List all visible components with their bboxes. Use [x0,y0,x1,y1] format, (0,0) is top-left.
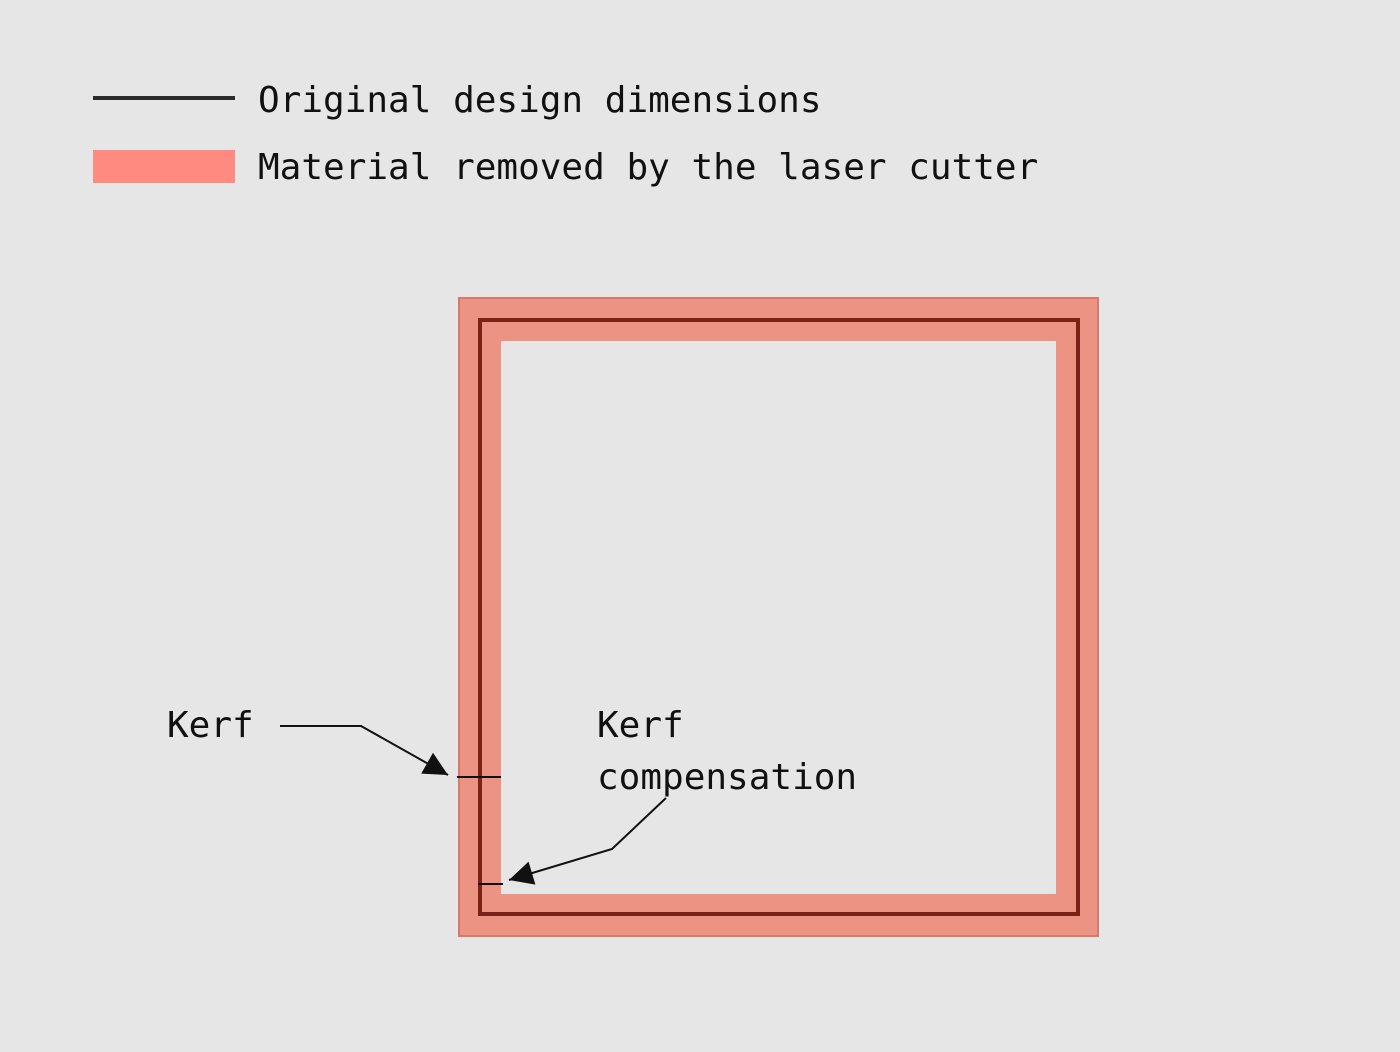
kerf-leader-arrow [280,725,449,776]
kerf-compensation-label-line1: Kerf [597,705,684,746]
kerf-compensation-label-line2: compensation [597,757,857,798]
legend: Original design dimensions Material remo… [93,80,1038,188]
kerf-compensation-label: Kerf compensation [597,705,857,798]
legend-item-original: Original design dimensions [93,80,822,121]
part-interior [501,341,1056,894]
kerf-compensation-annotation: Kerf compensation [508,705,857,885]
kerf-annotation: Kerf [167,705,449,776]
kerf-label: Kerf [167,705,254,746]
original-design-outline [478,318,1080,916]
kerf-compensation-leader-arrow [508,797,667,885]
legend-band-swatch [93,150,235,183]
legend-label-removed: Material removed by the laser cutter [258,147,1038,188]
legend-item-removed: Material removed by the laser cutter [93,147,1038,188]
legend-label-original: Original design dimensions [258,80,822,121]
cut-square [458,297,1099,937]
